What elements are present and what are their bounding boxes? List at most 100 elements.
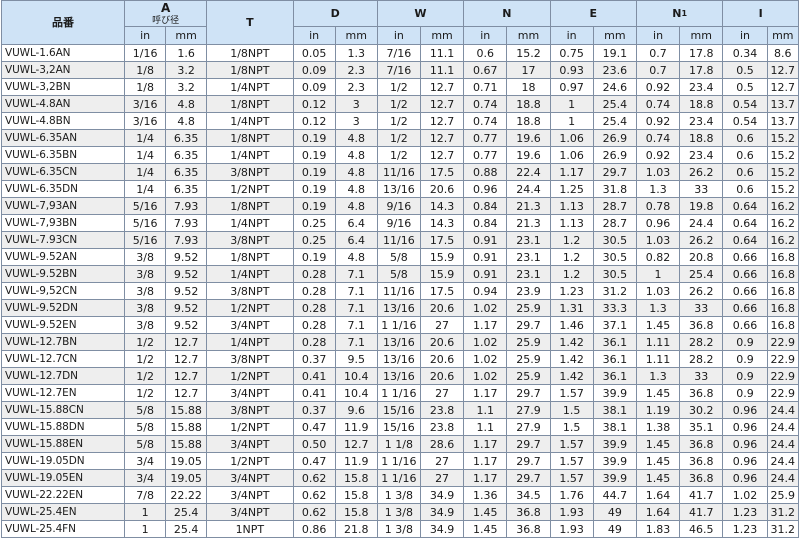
cell-n-in: 0.71 (463, 78, 508, 96)
cell-w-mm: 20.6 (419, 333, 465, 351)
cell-d-mm: 12.7 (334, 435, 378, 453)
cell-t: 1/2NPT (206, 299, 294, 317)
table-row: VUWL-9,52CN 3/8 9.52 3/8NPT 0.28 7.1 11/16 17.5… (0, 282, 800, 300)
cell-w-in: 5/8 (376, 265, 421, 283)
cell-e-in: 1.57 (549, 384, 594, 402)
cell-w-mm: 20.6 (419, 299, 465, 317)
cell-d-in: 0.47 (292, 418, 336, 436)
cell-w-mm: 15.9 (419, 248, 465, 266)
cell-w-mm: 12.7 (419, 146, 465, 164)
cell-w-in: 13/16 (376, 180, 421, 198)
cell-n1-mm: 30.2 (679, 401, 724, 419)
unit-in: in (635, 26, 681, 45)
cell-t: 1/2NPT (206, 418, 294, 436)
cell-e-in: 1.57 (549, 469, 594, 487)
table-header: 品番 A 呼び径 T D W N E N1 I in mm in mm in m… (0, 0, 800, 45)
cell-a-in: 1/4 (124, 129, 167, 147)
cell-e-in: 1.06 (549, 129, 594, 147)
cell-e-in: 1.17 (549, 163, 594, 181)
cell-t: 1/4NPT (206, 146, 294, 164)
table-row: VUWL-3,2BN 1/8 3.2 1/4NPT 0.09 2.3 1/2 12.7 0.71… (0, 78, 800, 96)
cell-i-in: 1.23 (722, 520, 768, 538)
cell-a-in: 1/2 (124, 333, 167, 351)
cell-n1-in: 1.03 (635, 231, 681, 249)
cell-a-mm: 19.05 (165, 452, 208, 470)
cell-n-mm: 34.5 (506, 486, 551, 504)
cell-t: 1/4NPT (206, 214, 294, 232)
cell-e-in: 1.76 (549, 486, 594, 504)
cell-a-in: 1/2 (124, 350, 167, 368)
cell-d-mm: 7.1 (334, 282, 378, 300)
header-n1-sub: 1 (681, 9, 688, 18)
cell-e-mm: 26.9 (592, 129, 637, 147)
unit-in: in (292, 26, 336, 45)
cell-d-in: 0.37 (292, 350, 336, 368)
header-part-number: 品番 (0, 0, 126, 45)
cell-part-number: VUWL-25.4FN (0, 520, 126, 538)
cell-d-mm: 6.4 (334, 231, 378, 249)
cell-w-mm: 27 (419, 452, 465, 470)
cell-i-in: 0.96 (722, 418, 768, 436)
cell-part-number: VUWL-7.93CN (0, 231, 126, 249)
cell-a-mm: 12.7 (165, 367, 208, 385)
cell-i-in: 0.9 (722, 350, 768, 368)
unit-mm: mm (334, 26, 378, 45)
cell-a-mm: 6.35 (165, 180, 208, 198)
table-row: VUWL-9.52AN 3/8 9.52 1/8NPT 0.19 4.8 5/8 15.9 0.… (0, 248, 800, 266)
cell-e-in: 1.93 (549, 520, 594, 538)
cell-e-mm: 37.1 (592, 316, 637, 334)
cell-d-in: 0.28 (292, 265, 336, 283)
cell-a-mm: 9.52 (165, 299, 208, 317)
cell-w-mm: 27 (419, 316, 465, 334)
cell-w-mm: 12.7 (419, 78, 465, 96)
unit-mm: mm (592, 26, 637, 45)
cell-d-mm: 11.9 (334, 452, 378, 470)
cell-i-mm: 16.2 (766, 231, 800, 249)
cell-n1-mm: 41.7 (679, 486, 724, 504)
cell-i-in: 0.64 (722, 214, 768, 232)
cell-i-in: 0.96 (722, 401, 768, 419)
cell-d-in: 0.05 (292, 44, 336, 62)
cell-w-in: 11/16 (376, 231, 421, 249)
cell-part-number: VUWL-15.88EN (0, 435, 126, 453)
cell-n1-in: 0.82 (635, 248, 681, 266)
cell-n1-in: 1.03 (635, 282, 681, 300)
cell-a-in: 1/4 (124, 163, 167, 181)
cell-i-mm: 13.7 (766, 95, 800, 113)
cell-w-mm: 34.9 (419, 486, 465, 504)
cell-i-in: 0.6 (722, 146, 768, 164)
cell-e-mm: 39.9 (592, 435, 637, 453)
cell-a-mm: 19.05 (165, 469, 208, 487)
cell-w-in: 1/2 (376, 146, 421, 164)
cell-n1-mm: 23.4 (679, 78, 724, 96)
table-row: VUWL-15.88DN 5/8 15.88 1/2NPT 0.47 11.9 15/16 2… (0, 418, 800, 436)
cell-e-in: 1.46 (549, 316, 594, 334)
cell-d-in: 0.25 (292, 214, 336, 232)
cell-w-mm: 20.6 (419, 367, 465, 385)
cell-t: 1/8NPT (206, 197, 294, 215)
cell-n1-mm: 28.2 (679, 350, 724, 368)
cell-e-mm: 29.7 (592, 163, 637, 181)
cell-part-number: VUWL-7,93AN (0, 197, 126, 215)
cell-a-in: 5/8 (124, 418, 167, 436)
table-row: VUWL-9.52DN 3/8 9.52 1/2NPT 0.28 7.1 13/16 20.6… (0, 299, 800, 317)
cell-part-number: VUWL-9,52CN (0, 282, 126, 300)
cell-w-mm: 27 (419, 469, 465, 487)
cell-e-in: 1.13 (549, 197, 594, 215)
cell-i-in: 0.64 (722, 197, 768, 215)
cell-i-mm: 22.9 (766, 350, 800, 368)
cell-part-number: VUWL-6.35DN (0, 180, 126, 198)
cell-n-mm: 29.7 (506, 469, 551, 487)
cell-a-mm: 9.52 (165, 316, 208, 334)
unit-in: in (463, 26, 508, 45)
cell-n-mm: 21.3 (506, 197, 551, 215)
cell-w-in: 1 1/16 (376, 452, 421, 470)
cell-w-in: 11/16 (376, 163, 421, 181)
cell-n-in: 0.84 (463, 197, 508, 215)
table-row: VUWL-12.7EN 1/2 12.7 3/4NPT 0.41 10.4 1 1/16 27… (0, 384, 800, 402)
cell-n1-mm: 18.8 (679, 95, 724, 113)
cell-n1-mm: 36.8 (679, 435, 724, 453)
cell-a-in: 3/16 (124, 112, 167, 130)
cell-e-mm: 49 (592, 503, 637, 521)
cell-d-mm: 15.8 (334, 486, 378, 504)
